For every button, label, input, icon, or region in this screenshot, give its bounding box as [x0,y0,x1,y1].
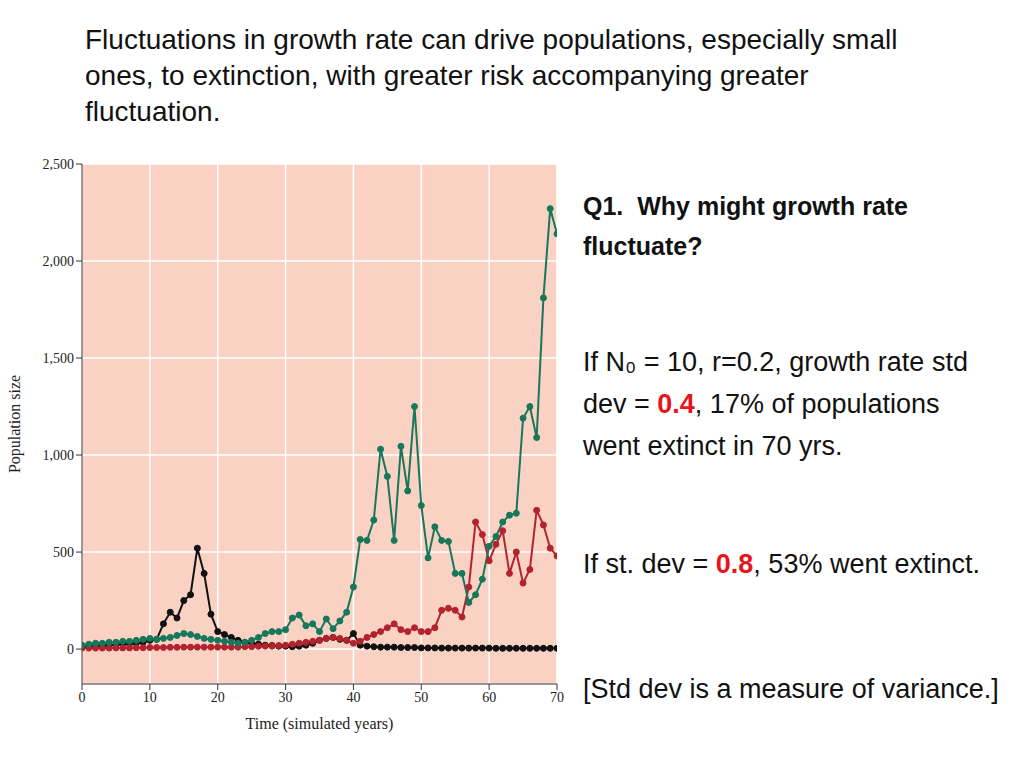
svg-text:60: 60 [482,690,496,705]
svg-text:Population size: Population size [8,375,24,473]
svg-text:Time (simulated years): Time (simulated years) [246,715,394,733]
svg-text:0: 0 [67,642,74,657]
svg-text:1,000: 1,000 [43,448,75,463]
svg-text:70: 70 [550,690,564,705]
html-text:Q1. Why might growth rate fluc: Q1. Why might growth rate fluctuate? [583,192,915,260]
svg-text:500: 500 [53,545,74,560]
html-text:If st. dev = 0.8, 53% went ext: If st. dev = 0.8, 53% went extinct. [583,549,980,579]
svg-text:20: 20 [211,690,225,705]
svg-text:10: 10 [143,690,157,705]
html-text:If N₀ = 10, r=0.2, growth rate: If N₀ = 10, r=0.2, growth rate std dev =… [583,347,976,461]
svg-text:0: 0 [79,690,86,705]
svg-text:50: 50 [414,690,428,705]
svg-text:1,500: 1,500 [43,351,75,366]
svg-text:2,500: 2,500 [43,157,75,172]
svg-text:2,000: 2,000 [43,254,75,269]
html-text:Fluctuations in growth rate ca: Fluctuations in growth rate can drive po… [85,24,898,127]
html-text:[Std dev is a measure of varia: [Std dev is a measure of variance.] [583,674,999,704]
svg-text:30: 30 [279,690,293,705]
svg-text:40: 40 [346,690,360,705]
